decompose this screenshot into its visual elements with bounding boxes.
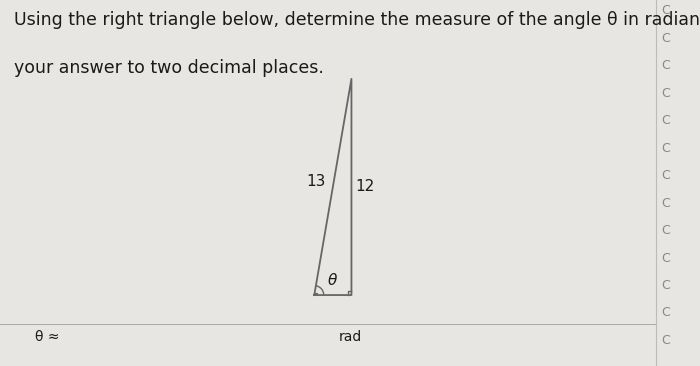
Text: C: C [662,279,671,292]
Text: C: C [662,87,671,100]
Text: C: C [662,334,671,347]
Text: 12: 12 [356,179,375,194]
Text: C: C [662,4,671,18]
Text: C: C [662,32,671,45]
Text: C: C [662,59,671,72]
Text: rad: rad [338,330,362,344]
Text: your answer to two decimal places.: your answer to two decimal places. [14,59,324,76]
Text: C: C [662,224,671,237]
Text: 13: 13 [307,174,326,189]
Text: C: C [662,142,671,155]
Text: C: C [662,197,671,210]
Text: θ: θ [328,273,337,288]
Text: C: C [662,114,671,127]
Text: C: C [662,306,671,320]
Text: C: C [662,251,671,265]
Text: θ ≈: θ ≈ [35,330,60,344]
Text: C: C [662,169,671,182]
Text: Using the right triangle below, determine the measure of the angle θ in radians.: Using the right triangle below, determin… [14,11,700,29]
